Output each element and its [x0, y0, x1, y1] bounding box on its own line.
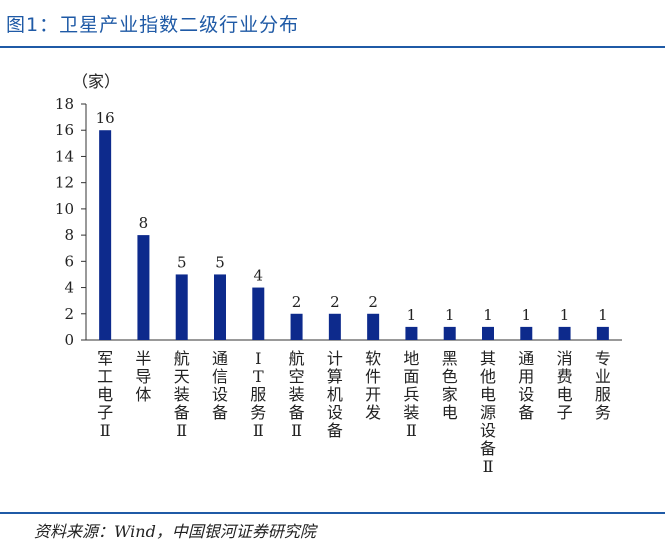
bar	[596, 326, 609, 340]
y-tick-label: 8	[64, 226, 74, 244]
bar	[175, 274, 188, 340]
x-category-label: 军工电子 Ⅱ	[97, 349, 113, 440]
bar-chart: （家） 0 2 4 6 8 10 12 14 16 18 16 8 5 5 4 2 2 2 1 1 1 1 1 1 军工电子…	[55, 72, 622, 476]
y-tick-label: 16	[55, 121, 74, 139]
data-label: 1	[522, 306, 532, 324]
bar	[328, 313, 341, 340]
data-label: 1	[560, 306, 570, 324]
x-axis-categories: 军工电子 Ⅱ 半导体 航天装备 Ⅱ 通信设备 I T 服务 Ⅱ 航空装备 Ⅱ 计算机设备 软件开发 地面兵装…	[97, 349, 611, 476]
x-category-label: 半导体	[135, 349, 151, 404]
data-label: 8	[139, 214, 149, 232]
data-label: 1	[483, 306, 493, 324]
source-divider	[0, 512, 665, 514]
x-category-label: 黑色家电	[442, 349, 458, 422]
x-category-label: I T 服务 Ⅱ	[250, 349, 266, 440]
y-tick-label: 6	[64, 252, 74, 270]
data-labels: 16 8 5 5 4 2 2 2 1 1 1 1 1 1	[96, 109, 608, 324]
source-note: 资料来源：Wind，中国银河证券研究院	[34, 522, 316, 541]
x-category-label: 航空装备 Ⅱ	[289, 349, 305, 440]
data-label: 2	[330, 293, 340, 311]
data-label: 2	[368, 293, 378, 311]
y-tick-label: 14	[55, 147, 74, 165]
bar	[443, 326, 456, 340]
bar	[482, 326, 494, 340]
bar	[137, 235, 150, 340]
y-unit-label: （家）	[72, 72, 120, 91]
bar	[520, 326, 533, 340]
y-tick-label: 4	[64, 279, 74, 297]
bar	[290, 313, 303, 340]
y-tick-label: 10	[55, 200, 74, 218]
bar	[214, 274, 226, 340]
x-category-label: 通信设备	[212, 349, 228, 422]
x-category-label: 通用设备	[518, 349, 534, 422]
data-label: 4	[254, 267, 264, 285]
y-tick-label: 0	[64, 331, 74, 349]
bar	[558, 326, 571, 340]
chart-axes	[85, 104, 622, 341]
data-label: 16	[96, 109, 115, 127]
data-label: 1	[598, 306, 608, 324]
x-category-label: 专业服务	[595, 349, 611, 422]
bars	[99, 130, 609, 340]
bar	[99, 130, 112, 340]
y-tick-label: 18	[55, 95, 74, 113]
bar	[367, 313, 380, 340]
y-tick-label: 2	[64, 305, 74, 323]
x-category-label: 其他电源设备 Ⅱ	[480, 349, 496, 476]
y-axis-ticks: 0 2 4 6 8 10 12 14 16 18	[55, 95, 86, 349]
data-label: 5	[215, 253, 225, 271]
x-category-label: 计算机设备	[327, 349, 343, 440]
data-label: 1	[445, 306, 455, 324]
x-category-label: 航天装备 Ⅱ	[174, 349, 190, 440]
data-label: 2	[292, 293, 302, 311]
title-divider	[0, 46, 665, 48]
y-tick-label: 12	[55, 174, 74, 192]
x-category-label: 消费电子	[557, 349, 573, 422]
bar	[252, 287, 265, 340]
bar	[405, 326, 418, 340]
chart-title: 图1：卫星产业指数二级行业分布	[6, 14, 300, 36]
data-label: 5	[177, 253, 187, 271]
data-label: 1	[407, 306, 417, 324]
x-category-label: 地面兵装 Ⅱ	[403, 349, 419, 440]
x-category-label: 软件开发	[365, 349, 381, 422]
